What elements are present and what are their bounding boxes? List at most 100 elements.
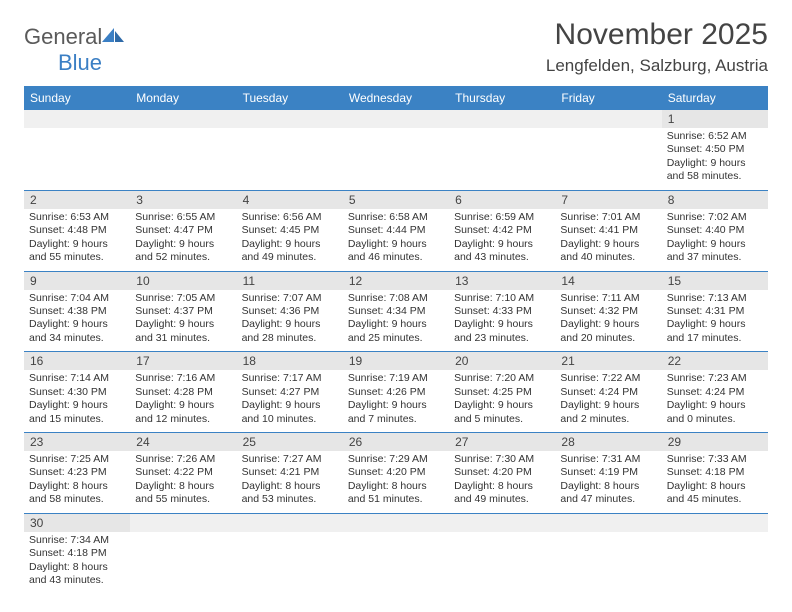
day-number: 25 (237, 433, 343, 452)
day-info: Sunrise: 7:27 AMSunset: 4:21 PMDaylight:… (237, 451, 343, 513)
day-info (555, 532, 661, 594)
day-info: Sunrise: 6:59 AMSunset: 4:42 PMDaylight:… (449, 209, 555, 271)
day-number (662, 513, 768, 532)
day-number (237, 513, 343, 532)
title-block: November 2025 Lengfelden, Salzburg, Aust… (546, 18, 768, 76)
day-number: 6 (449, 190, 555, 209)
daynum-row: 9101112131415 (24, 271, 768, 290)
daynum-row: 1 (24, 110, 768, 128)
day-number (24, 110, 130, 128)
dayhead-friday: Friday (555, 86, 661, 110)
info-row: Sunrise: 6:52 AMSunset: 4:50 PMDaylight:… (24, 128, 768, 190)
logo-text: GeneralBlue (24, 24, 126, 76)
day-info (343, 128, 449, 190)
dayhead-wednesday: Wednesday (343, 86, 449, 110)
day-number: 23 (24, 433, 130, 452)
info-row: Sunrise: 7:25 AMSunset: 4:23 PMDaylight:… (24, 451, 768, 513)
day-number: 21 (555, 352, 661, 371)
day-info: Sunrise: 7:10 AMSunset: 4:33 PMDaylight:… (449, 290, 555, 352)
calendar-body: 1Sunrise: 6:52 AMSunset: 4:50 PMDaylight… (24, 110, 768, 594)
day-number: 7 (555, 190, 661, 209)
day-number: 13 (449, 271, 555, 290)
day-info (555, 128, 661, 190)
day-info: Sunrise: 7:31 AMSunset: 4:19 PMDaylight:… (555, 451, 661, 513)
day-info (449, 532, 555, 594)
day-number: 26 (343, 433, 449, 452)
calendar-table: Sunday Monday Tuesday Wednesday Thursday… (24, 86, 768, 594)
day-info: Sunrise: 7:08 AMSunset: 4:34 PMDaylight:… (343, 290, 449, 352)
daynum-row: 23242526272829 (24, 433, 768, 452)
day-number: 19 (343, 352, 449, 371)
day-info (24, 128, 130, 190)
day-number: 3 (130, 190, 236, 209)
day-info: Sunrise: 7:30 AMSunset: 4:20 PMDaylight:… (449, 451, 555, 513)
day-number: 22 (662, 352, 768, 371)
header: GeneralBlue November 2025 Lengfelden, Sa… (24, 18, 768, 76)
day-info (662, 532, 768, 594)
day-number: 30 (24, 513, 130, 532)
day-number: 10 (130, 271, 236, 290)
day-number (449, 110, 555, 128)
day-info (237, 532, 343, 594)
day-header-row: Sunday Monday Tuesday Wednesday Thursday… (24, 86, 768, 110)
info-row: Sunrise: 6:53 AMSunset: 4:48 PMDaylight:… (24, 209, 768, 271)
day-info: Sunrise: 7:19 AMSunset: 4:26 PMDaylight:… (343, 370, 449, 432)
day-number (237, 110, 343, 128)
day-number: 1 (662, 110, 768, 128)
day-number (449, 513, 555, 532)
day-info: Sunrise: 7:26 AMSunset: 4:22 PMDaylight:… (130, 451, 236, 513)
day-number: 18 (237, 352, 343, 371)
day-number: 29 (662, 433, 768, 452)
day-number (555, 110, 661, 128)
day-number: 14 (555, 271, 661, 290)
day-info: Sunrise: 7:29 AMSunset: 4:20 PMDaylight:… (343, 451, 449, 513)
day-number: 16 (24, 352, 130, 371)
day-info: Sunrise: 7:33 AMSunset: 4:18 PMDaylight:… (662, 451, 768, 513)
day-number: 12 (343, 271, 449, 290)
day-number: 9 (24, 271, 130, 290)
day-info: Sunrise: 7:14 AMSunset: 4:30 PMDaylight:… (24, 370, 130, 432)
day-number (555, 513, 661, 532)
day-info: Sunrise: 7:05 AMSunset: 4:37 PMDaylight:… (130, 290, 236, 352)
day-info (343, 532, 449, 594)
day-info (130, 532, 236, 594)
day-info: Sunrise: 7:25 AMSunset: 4:23 PMDaylight:… (24, 451, 130, 513)
day-number (343, 513, 449, 532)
day-number: 5 (343, 190, 449, 209)
day-info: Sunrise: 6:55 AMSunset: 4:47 PMDaylight:… (130, 209, 236, 271)
day-info: Sunrise: 7:23 AMSunset: 4:24 PMDaylight:… (662, 370, 768, 432)
day-info: Sunrise: 7:20 AMSunset: 4:25 PMDaylight:… (449, 370, 555, 432)
day-info (449, 128, 555, 190)
day-info: Sunrise: 6:53 AMSunset: 4:48 PMDaylight:… (24, 209, 130, 271)
logo-sail-icon (100, 26, 126, 44)
day-number (130, 110, 236, 128)
day-info: Sunrise: 7:22 AMSunset: 4:24 PMDaylight:… (555, 370, 661, 432)
month-title: November 2025 (546, 18, 768, 52)
dayhead-tuesday: Tuesday (237, 86, 343, 110)
daynum-row: 16171819202122 (24, 352, 768, 371)
dayhead-saturday: Saturday (662, 86, 768, 110)
day-info: Sunrise: 6:56 AMSunset: 4:45 PMDaylight:… (237, 209, 343, 271)
daynum-row: 2345678 (24, 190, 768, 209)
day-info: Sunrise: 7:02 AMSunset: 4:40 PMDaylight:… (662, 209, 768, 271)
day-info (237, 128, 343, 190)
daynum-row: 30 (24, 513, 768, 532)
info-row: Sunrise: 7:34 AMSunset: 4:18 PMDaylight:… (24, 532, 768, 594)
day-info: Sunrise: 6:52 AMSunset: 4:50 PMDaylight:… (662, 128, 768, 190)
day-number: 27 (449, 433, 555, 452)
dayhead-sunday: Sunday (24, 86, 130, 110)
location: Lengfelden, Salzburg, Austria (546, 56, 768, 76)
day-info: Sunrise: 7:11 AMSunset: 4:32 PMDaylight:… (555, 290, 661, 352)
day-info: Sunrise: 7:17 AMSunset: 4:27 PMDaylight:… (237, 370, 343, 432)
day-number: 15 (662, 271, 768, 290)
day-number (130, 513, 236, 532)
dayhead-thursday: Thursday (449, 86, 555, 110)
day-number: 17 (130, 352, 236, 371)
day-info: Sunrise: 7:16 AMSunset: 4:28 PMDaylight:… (130, 370, 236, 432)
day-number: 8 (662, 190, 768, 209)
day-number: 28 (555, 433, 661, 452)
day-info: Sunrise: 7:04 AMSunset: 4:38 PMDaylight:… (24, 290, 130, 352)
day-number: 20 (449, 352, 555, 371)
day-info: Sunrise: 7:13 AMSunset: 4:31 PMDaylight:… (662, 290, 768, 352)
info-row: Sunrise: 7:04 AMSunset: 4:38 PMDaylight:… (24, 290, 768, 352)
